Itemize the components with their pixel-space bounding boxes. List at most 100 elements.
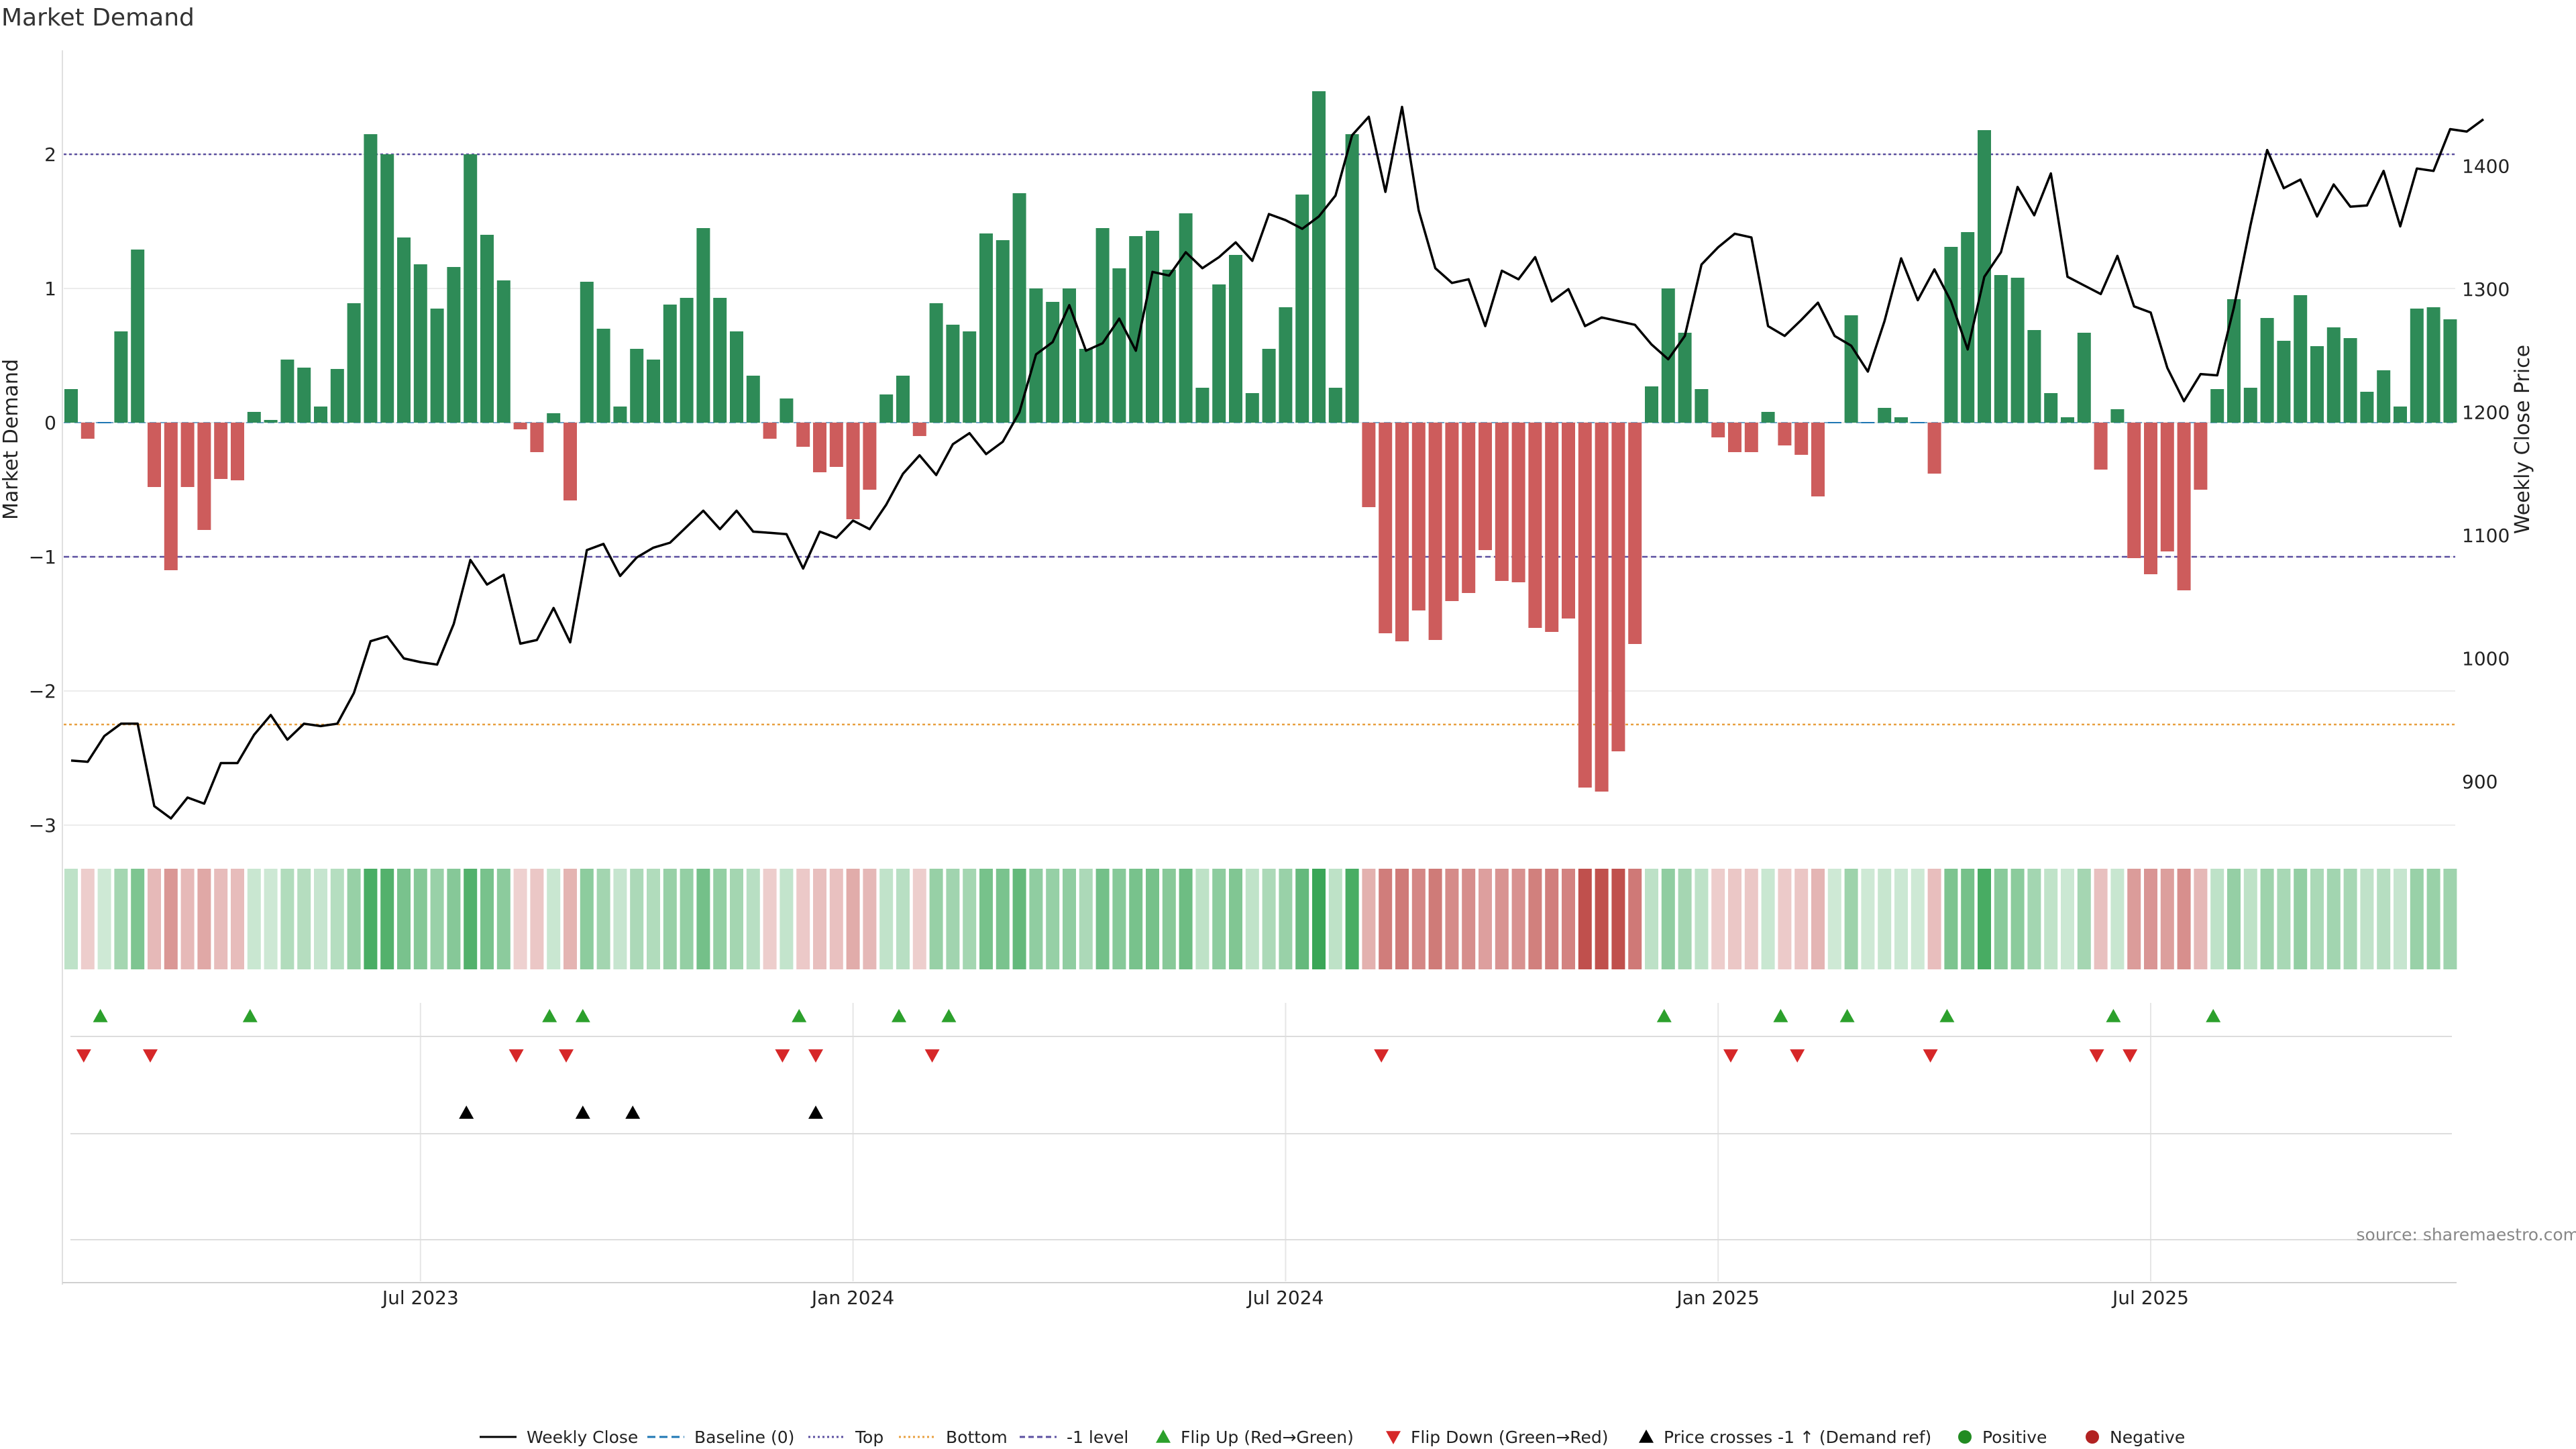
demand-bar-negative — [197, 423, 211, 530]
heat-cell-positive — [1861, 869, 1875, 969]
heat-cell-positive — [1345, 869, 1359, 969]
demand-bar-positive — [264, 420, 278, 423]
legend-label: Positive — [1982, 1428, 2047, 1447]
flip-down-marker — [1374, 1049, 1389, 1063]
demand-bar-negative — [829, 423, 843, 467]
demand-bar-negative — [231, 423, 244, 480]
heat-cell-negative — [1794, 869, 1809, 969]
heat-cell-negative — [1728, 869, 1741, 969]
heat-cell-positive — [996, 869, 1010, 969]
demand-bar-negative — [1545, 423, 1559, 632]
demand-bar-negative — [1562, 423, 1575, 619]
heat-cell-positive — [580, 869, 594, 969]
demand-bar-positive — [2027, 330, 2041, 423]
legend-label: -1 level — [1067, 1428, 1128, 1447]
heat-cell-negative — [1611, 869, 1625, 969]
demand-bar-negative — [564, 423, 577, 500]
heat-cell-positive — [1844, 869, 1858, 969]
heat-cell-positive — [1312, 869, 1326, 969]
legend-label: Negative — [2110, 1428, 2185, 1447]
heat-cell-negative — [513, 869, 527, 969]
demand-bar-positive — [114, 331, 128, 423]
demand-bar-negative — [2194, 423, 2208, 490]
demand-bar-positive — [496, 280, 511, 423]
heat-cell-positive — [2277, 869, 2291, 969]
heat-cell-positive — [1146, 869, 1159, 969]
demand-bar-positive — [1195, 388, 1210, 423]
demand-bar-positive — [1844, 315, 1858, 423]
demand-bar-negative — [863, 423, 877, 490]
heat-cell-positive — [696, 869, 710, 969]
heat-cell-positive — [1212, 869, 1226, 969]
demand-bar-positive — [1345, 134, 1359, 423]
x-tick-label: Jul 2023 — [381, 1287, 459, 1309]
demand-bar-negative — [1794, 423, 1809, 455]
heat-cell-positive — [2243, 869, 2257, 969]
heat-cell-positive — [1645, 869, 1658, 969]
demand-heat-strip — [64, 869, 2457, 969]
demand-bar-positive — [963, 331, 977, 423]
heat-cell-negative — [1744, 869, 1758, 969]
flip-up-marker — [1656, 1009, 1672, 1022]
heat-cell-positive — [1112, 869, 1126, 969]
legend-swatch-flip-down — [1386, 1431, 1401, 1444]
demand-bar-positive — [1129, 236, 1143, 423]
heat-cell-positive — [680, 869, 694, 969]
demand-bar-zero — [97, 422, 111, 423]
heat-cell-positive — [496, 869, 511, 969]
flip-down-marker — [1790, 1049, 1805, 1063]
demand-bar-positive — [464, 154, 478, 423]
heat-cell-negative — [846, 869, 860, 969]
heat-cell-positive — [979, 869, 993, 969]
price-cross-marker — [808, 1106, 823, 1119]
demand-bar-positive — [131, 250, 145, 423]
heat-cell-positive — [929, 869, 943, 969]
demand-bar-positive — [696, 228, 710, 423]
heat-cell-positive — [1944, 869, 1958, 969]
flip-down-marker — [1923, 1049, 1938, 1063]
flip-down-marker — [508, 1049, 524, 1063]
heat-cell-positive — [879, 869, 894, 969]
heat-cell-negative — [1445, 869, 1459, 969]
demand-bar-positive — [1661, 288, 1675, 423]
flip-down-marker — [1723, 1049, 1738, 1063]
flip-up-marker — [542, 1009, 557, 1022]
demand-bar-negative — [1927, 423, 1941, 474]
demand-bar-positive — [330, 369, 344, 423]
heat-cell-positive — [2110, 869, 2125, 969]
heat-cell-positive — [2394, 869, 2407, 969]
price-cross-marker — [625, 1106, 641, 1119]
heat-cell-negative — [197, 869, 211, 969]
heat-cell-negative — [1628, 869, 1642, 969]
y-tick-label-right: 1300 — [2462, 278, 2510, 301]
heat-cell-positive — [2426, 869, 2440, 969]
demand-bar-positive — [1878, 408, 1892, 423]
heat-cell-positive — [663, 869, 677, 969]
demand-bar-negative — [1611, 423, 1625, 751]
heat-cell-negative — [1811, 869, 1825, 969]
y-tick-label-left: −2 — [29, 680, 56, 702]
heat-cell-negative — [1528, 869, 1542, 969]
demand-bar-positive — [413, 264, 427, 423]
weekly-close-line — [70, 105, 2485, 820]
demand-bar-negative — [1811, 423, 1825, 496]
demand-bar-positive — [1112, 268, 1126, 423]
demand-bar-negative — [813, 423, 826, 472]
heat-cell-positive — [2377, 869, 2391, 969]
demand-bar-positive — [1245, 393, 1259, 423]
heat-cell-negative — [2094, 869, 2108, 969]
demand-bar-positive — [1046, 302, 1060, 423]
heat-cell-positive — [2294, 869, 2308, 969]
heat-cell-positive — [2410, 869, 2424, 969]
demand-bar-negative — [1395, 423, 1409, 641]
demand-bar-negative — [796, 423, 810, 447]
heat-cell-negative — [1411, 869, 1426, 969]
demand-bar-negative — [214, 423, 228, 479]
demand-bar-positive — [430, 309, 444, 423]
demand-bar-positive — [713, 298, 727, 423]
y-tick-label-left: −3 — [29, 814, 56, 837]
heat-cell-positive — [1661, 869, 1675, 969]
heat-cell-positive — [1262, 869, 1276, 969]
demand-bar-positive — [613, 407, 627, 423]
axes: −3 −2 −1 0 1 2 900 1000 1100 1200 1300 1400 Jul 2023… — [29, 50, 2510, 1309]
